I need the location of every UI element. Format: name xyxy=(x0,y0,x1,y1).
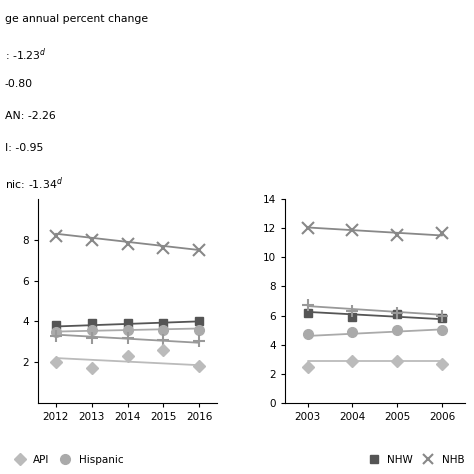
Text: -0.80: -0.80 xyxy=(5,79,33,89)
Text: AN: -2.26: AN: -2.26 xyxy=(5,111,55,121)
Text: ge annual percent change: ge annual percent change xyxy=(5,14,148,24)
Text: I: -0.95: I: -0.95 xyxy=(5,143,43,153)
Legend: NHW, NHB: NHW, NHB xyxy=(359,450,469,469)
Legend: API, Hispanic: API, Hispanic xyxy=(5,450,128,469)
Text: : -1.23$^{d}$: : -1.23$^{d}$ xyxy=(5,46,46,63)
Text: nic: -1.34$^{d}$: nic: -1.34$^{d}$ xyxy=(5,175,63,192)
